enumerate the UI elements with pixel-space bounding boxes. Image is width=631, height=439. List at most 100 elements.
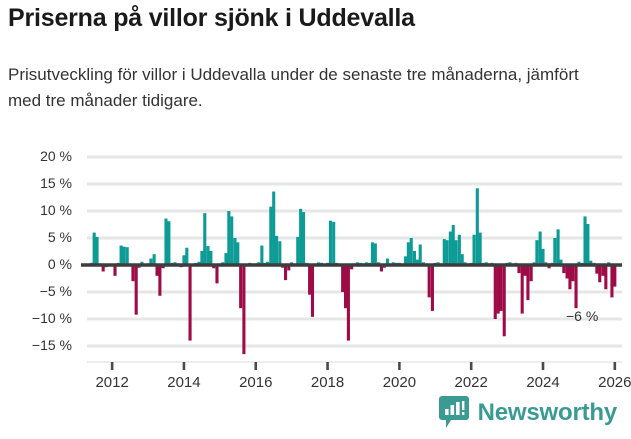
- chart-bar: [460, 254, 464, 265]
- chart-bar: [595, 265, 599, 274]
- chart-bar: [275, 235, 279, 265]
- chart-bar: [535, 240, 539, 265]
- chart-bar: [457, 234, 461, 265]
- chart-bar: [230, 216, 234, 265]
- chart-bar: [565, 265, 569, 279]
- chart-bar: [556, 229, 560, 265]
- chart-bar: [233, 238, 237, 265]
- newsworthy-bar-chart-icon: [438, 396, 469, 429]
- chart-bar: [158, 265, 162, 296]
- chart-bar: [119, 245, 123, 265]
- chart-bar: [370, 242, 374, 265]
- chart-bar: [517, 265, 521, 274]
- chart-bar: [568, 265, 572, 290]
- chart-bar: [559, 259, 563, 265]
- chart-bar: [520, 265, 524, 314]
- chart-bar: [164, 218, 168, 265]
- chart-bar: [538, 231, 542, 265]
- chart-bar: [284, 265, 288, 281]
- y-axis-tick-label: 5 %: [47, 229, 72, 245]
- y-axis-tick-label: 15 %: [40, 175, 72, 191]
- chart-bar: [341, 265, 345, 292]
- chart-bar: [502, 265, 506, 337]
- chart-bar: [113, 265, 117, 276]
- chart-bar: [101, 265, 105, 272]
- chart-bar: [131, 265, 135, 282]
- chart-bar: [427, 265, 431, 298]
- chart-bar: [92, 232, 96, 265]
- chart-bar: [203, 213, 207, 265]
- chart-bar: [589, 260, 593, 265]
- chart-bar: [332, 221, 336, 265]
- chart-bar: [343, 265, 348, 309]
- chart-bar: [206, 246, 210, 265]
- chart-bar: [499, 265, 503, 311]
- chart-bar: [385, 258, 390, 265]
- chart-bar: [553, 238, 557, 265]
- chart-bar: [209, 250, 213, 265]
- chart-bar: [287, 265, 291, 271]
- y-axis-tick-label: −5 %: [39, 283, 72, 299]
- chart-bar: [328, 220, 332, 265]
- chart-bar: [529, 265, 533, 282]
- x-axis-tick-label: 2012: [95, 374, 129, 391]
- chart-bar: [346, 265, 350, 341]
- chart-bar: [260, 245, 264, 265]
- y-axis-tick-label: −10 %: [31, 310, 72, 326]
- chart-bar: [541, 248, 545, 265]
- y-axis-tick-label: 20 %: [40, 148, 72, 164]
- chart-bar: [475, 188, 479, 265]
- y-axis-tick-label: 0 %: [47, 256, 72, 272]
- chart-bar: [496, 265, 500, 314]
- chart-bar: [583, 216, 587, 265]
- chart-bar: [613, 265, 617, 287]
- chart-bar: [418, 244, 422, 265]
- chart-bar: [242, 265, 246, 355]
- chart-bar: [430, 265, 434, 311]
- last-value-annotation: −6 %: [566, 307, 599, 324]
- chart-bar: [185, 247, 189, 265]
- chart-bar: [308, 265, 312, 295]
- chart-bar: [125, 247, 129, 265]
- chart-bar: [604, 265, 608, 290]
- chart-bar: [95, 236, 99, 265]
- chart-bar: [167, 221, 171, 265]
- chart-bar: [493, 265, 497, 319]
- newsworthy-logo: Newsworthy: [438, 396, 618, 429]
- chart-bar: [448, 231, 452, 265]
- page-title: Priserna på villor sjönk i Uddevalla: [8, 4, 415, 32]
- chart-bar: [379, 265, 383, 272]
- chart-bar: [134, 265, 138, 315]
- y-axis-tick-label: 10 %: [40, 202, 72, 218]
- chart-bar: [454, 240, 458, 265]
- chart-bar: [571, 265, 575, 282]
- chart-bar: [296, 236, 300, 265]
- chart-bar: [299, 208, 303, 265]
- newsworthy-wordmark: Newsworthy: [477, 398, 618, 426]
- chart-bar: [224, 253, 228, 265]
- page-subtitle: Prisutveckling för villor i Uddevalla un…: [8, 65, 579, 110]
- chart-bar: [610, 265, 614, 298]
- chart-bar: [152, 254, 156, 265]
- x-axis-tick-label: 2018: [310, 374, 345, 391]
- chart-bar: [149, 258, 153, 265]
- chart-bar: [373, 243, 377, 265]
- chart-bar: [269, 206, 273, 265]
- chart-bar: [409, 238, 413, 265]
- chart-bar: [472, 234, 476, 265]
- chart-bar: [478, 232, 482, 265]
- y-axis-tick-label: −15 %: [31, 337, 72, 353]
- chart-bar: [445, 240, 449, 265]
- chart-bar: [562, 265, 566, 274]
- chart-bar: [442, 239, 446, 265]
- chart-bar: [350, 265, 354, 270]
- chart-plot-area: [81, 155, 622, 370]
- x-axis-tick-label: 2020: [382, 374, 417, 391]
- x-axis-tick-label: 2024: [526, 374, 560, 391]
- chart-bar: [406, 242, 410, 265]
- x-axis-tick-label: 2016: [239, 374, 273, 391]
- chart-bar: [412, 250, 417, 265]
- chart-bar: [574, 265, 578, 309]
- bar-chart: 20 % 15 % 10 % 5 % 0 % −5 % −10 % −15 % 2012 201…: [0, 140, 631, 391]
